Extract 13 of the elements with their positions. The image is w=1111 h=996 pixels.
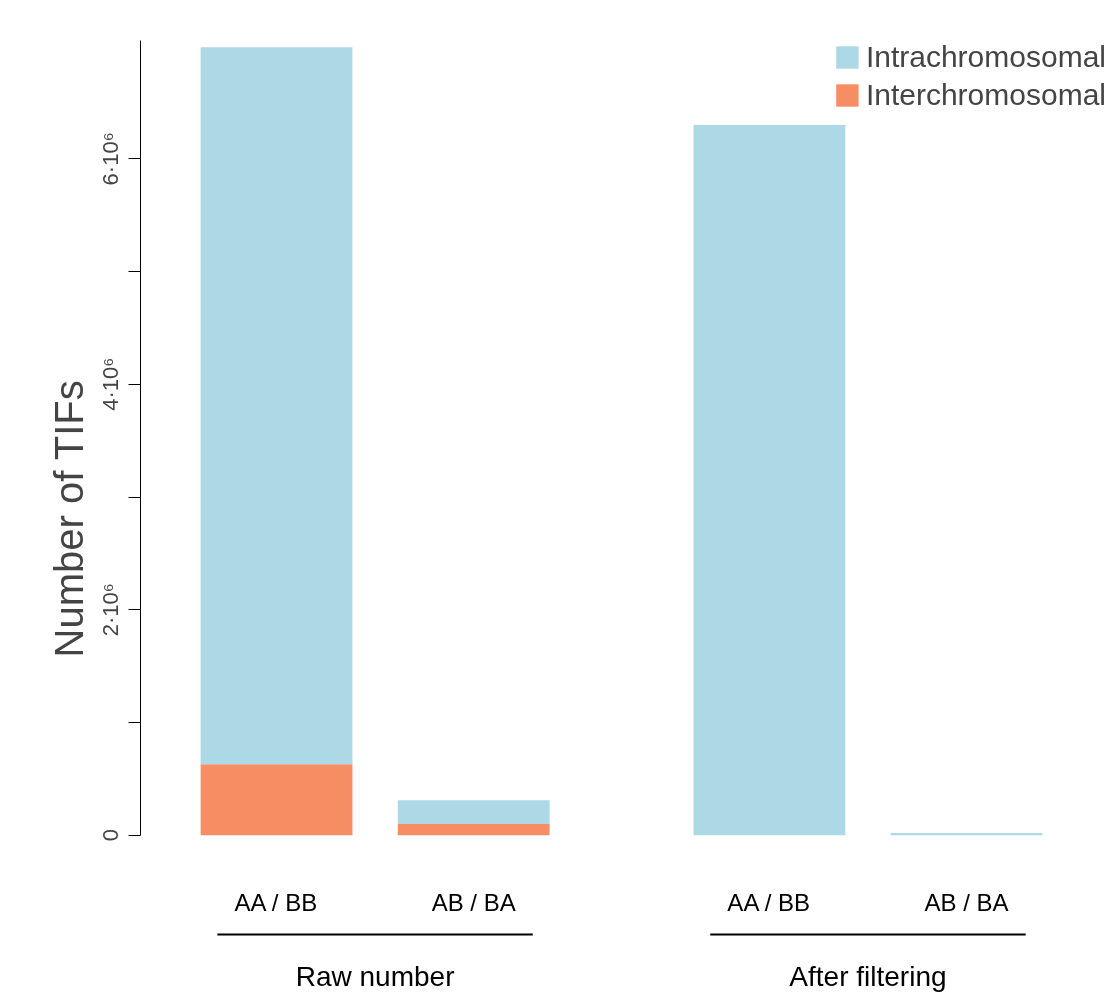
y-axis-title: Number of TIFs <box>46 380 91 658</box>
x-tick-label: AA / BB <box>727 889 811 917</box>
x-tick-label: AB / BA <box>431 889 516 917</box>
y-tick-label: 6·10⁶ <box>98 132 124 186</box>
text: Raw number <box>295 961 455 993</box>
x-tick-label: AA / BB <box>234 889 318 917</box>
x-tick-label: AB / BA <box>924 889 1009 917</box>
y-tick-label: 4·10⁶ <box>98 357 124 411</box>
y-tick-label: 2·10⁶ <box>98 583 124 637</box>
legend-label: Intrachromosomal <box>865 40 1106 74</box>
legend-label: Interchromosomal <box>865 78 1106 112</box>
y-tick-label: 0 <box>98 829 124 842</box>
text: After filtering <box>789 961 947 993</box>
